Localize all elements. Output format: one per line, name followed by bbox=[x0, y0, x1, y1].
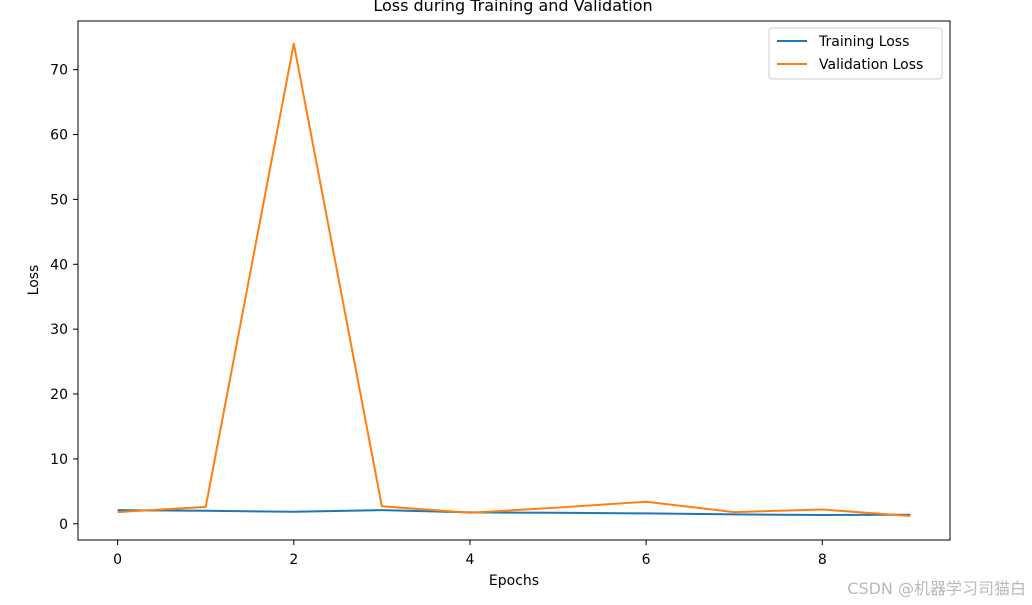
watermark: CSDN @机器学习司猫白 bbox=[847, 579, 1026, 598]
y-tick-label: 20 bbox=[50, 387, 68, 403]
y-tick-label: 0 bbox=[59, 517, 68, 533]
y-axis-label: Loss bbox=[26, 265, 42, 296]
y-tick-label: 10 bbox=[50, 452, 68, 468]
legend-label-training: Training Loss bbox=[818, 34, 909, 50]
legend: Training Loss Validation Loss bbox=[768, 27, 943, 80]
series-line-training-loss bbox=[117, 509, 911, 517]
x-tick-label: 0 bbox=[113, 552, 122, 568]
y-tick-label: 50 bbox=[50, 192, 68, 208]
series-line-validation-loss bbox=[117, 42, 911, 517]
y-tick-label: 30 bbox=[50, 322, 68, 338]
plot-area-frame bbox=[77, 20, 951, 541]
x-tick-label: 8 bbox=[818, 552, 827, 568]
x-tick-label: 2 bbox=[289, 552, 298, 568]
y-axis-ticks: 0 10 20 30 40 50 60 70 bbox=[50, 63, 78, 533]
chart-title: Loss during Training and Validation bbox=[373, 0, 652, 15]
series-lines bbox=[117, 42, 911, 517]
y-tick-label: 40 bbox=[50, 257, 68, 273]
x-tick-label: 6 bbox=[642, 552, 651, 568]
x-axis-label: Epochs bbox=[489, 573, 539, 589]
x-axis-ticks: 0 2 4 6 8 bbox=[113, 540, 827, 568]
y-tick-label: 60 bbox=[50, 128, 68, 144]
x-tick-label: 4 bbox=[465, 552, 474, 568]
legend-label-validation: Validation Loss bbox=[819, 57, 923, 73]
y-tick-label: 70 bbox=[50, 63, 68, 79]
legend-box bbox=[768, 27, 943, 80]
